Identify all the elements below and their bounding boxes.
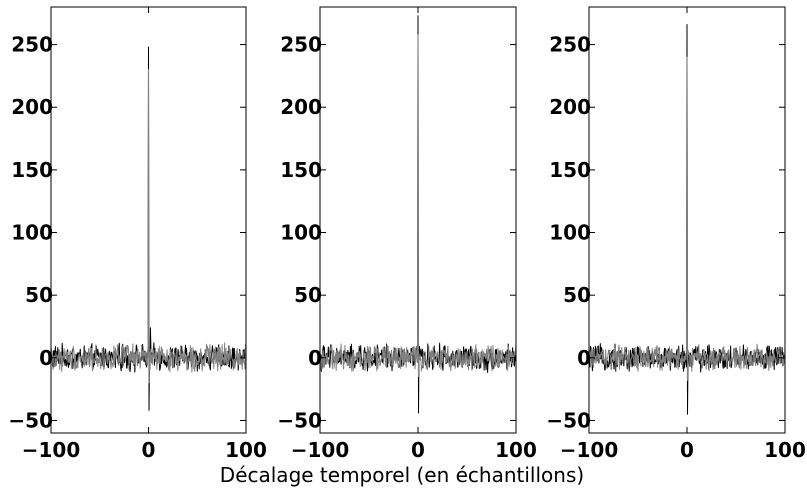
- y-tick-label: −50: [546, 408, 591, 432]
- y-tick-label: 150: [549, 158, 591, 182]
- x-tick-label: 0: [411, 438, 425, 462]
- y-tick-label: 150: [11, 158, 53, 182]
- subplot-3: −50 0 50 100 150 200 250 −100 0 100: [546, 6, 806, 462]
- x-tick-label: 100: [764, 438, 806, 462]
- y-tick-label: −50: [277, 408, 322, 432]
- y-tick-label: 100: [280, 221, 322, 245]
- y-tick-label: 100: [549, 221, 591, 245]
- y-tick-label: 150: [280, 158, 322, 182]
- y-tick-label: 50: [294, 283, 322, 307]
- x-tick-label: −100: [22, 438, 81, 462]
- y-tick-label: 0: [308, 346, 322, 370]
- series-line-2: [588, 56, 786, 381]
- y-tick-label: −50: [8, 408, 53, 432]
- y-tick-label: 100: [11, 221, 53, 245]
- x-tick-label: −100: [560, 438, 619, 462]
- y-tick-label: 200: [549, 95, 591, 119]
- y-tick-label: 50: [563, 283, 591, 307]
- x-tick-label: 100: [225, 438, 267, 462]
- x-tick-label: −100: [291, 438, 350, 462]
- y-tick-label: 200: [280, 95, 322, 119]
- y-tick-label: 0: [39, 346, 53, 370]
- y-tick-label: 0: [577, 346, 591, 370]
- subplot-2: −50 0 50 100 150 200 250 −100 0 100: [277, 6, 537, 462]
- y-tick-label: 250: [280, 33, 322, 57]
- y-tick-label: 250: [549, 33, 591, 57]
- y-tick-label: 50: [25, 283, 53, 307]
- x-tick-label: 0: [142, 438, 156, 462]
- x-axis-label: Décalage temporel (en échantillons): [220, 463, 584, 487]
- y-tick-label: 200: [11, 95, 53, 119]
- series-line-2: [50, 69, 247, 384]
- x-tick-label: 100: [495, 438, 537, 462]
- y-tick-label: 250: [11, 33, 53, 57]
- x-tick-label: 0: [680, 438, 694, 462]
- subplot-1: −50 0 50 100 150 200 250 −100 0 100: [8, 6, 267, 462]
- series-line-2: [319, 34, 517, 378]
